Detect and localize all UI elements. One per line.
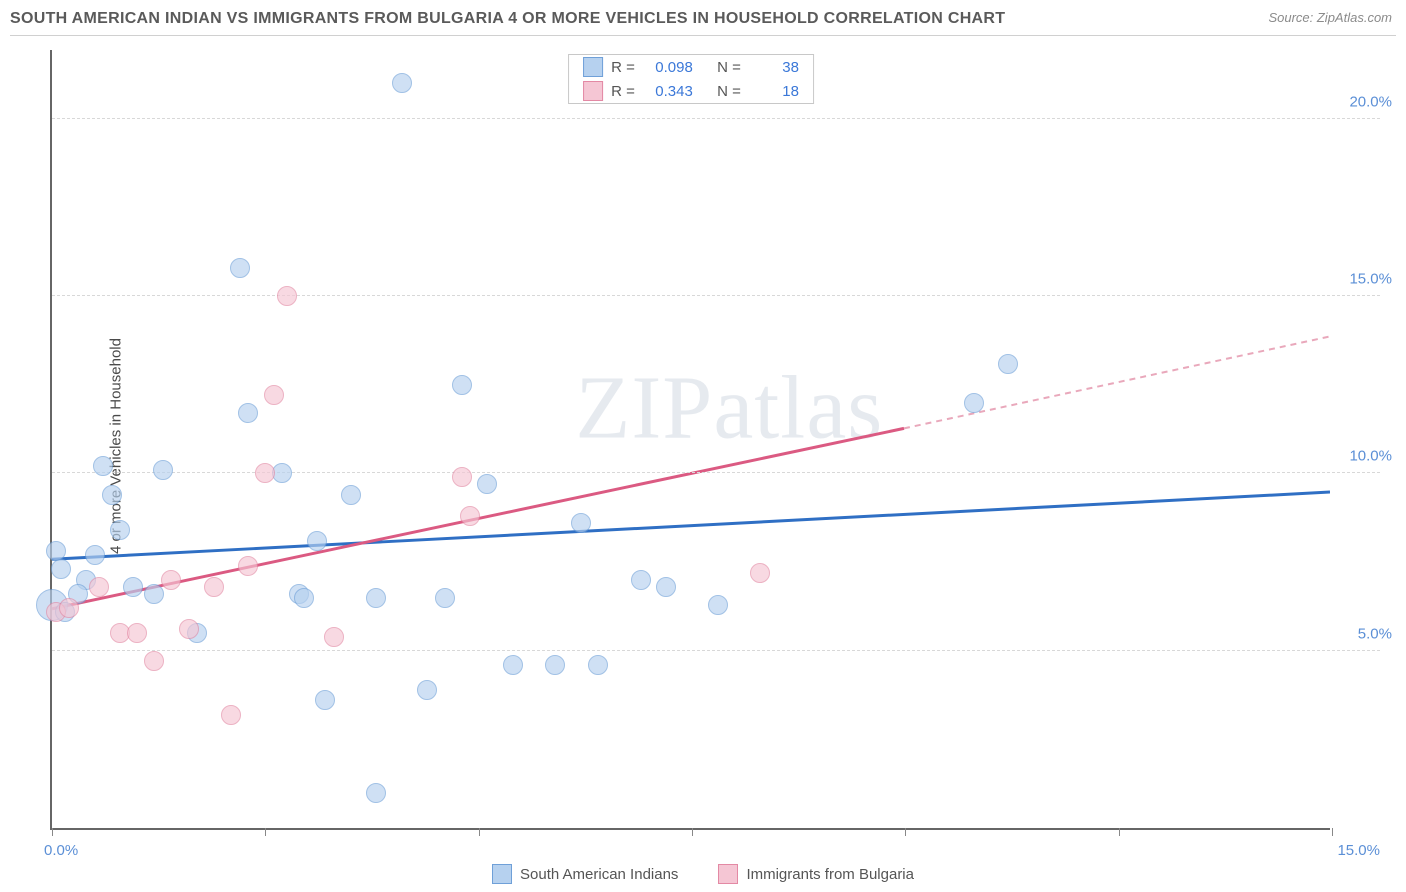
r-value-2: 0.343 <box>643 83 693 100</box>
legend-label-2: Immigrants from Bulgaria <box>746 866 914 883</box>
scatter-point-series-1 <box>272 463 292 483</box>
scatter-point-series-2 <box>452 467 472 487</box>
x-tick <box>905 828 906 836</box>
scatter-point-series-2 <box>750 563 770 583</box>
x-tick <box>52 828 53 836</box>
x-tick <box>1119 828 1120 836</box>
gridline <box>52 295 1380 296</box>
scatter-point-series-2 <box>255 463 275 483</box>
gridline <box>52 472 1380 473</box>
scatter-point-series-2 <box>277 286 297 306</box>
stats-row-series-2: R = 0.343 N = 18 <box>569 79 813 103</box>
r-value-1: 0.098 <box>643 59 693 76</box>
x-axis-min: 0.0% <box>44 842 78 859</box>
scatter-point-series-1 <box>964 393 984 413</box>
x-axis-labels: 0.0% 15.0% <box>52 842 1380 862</box>
scatter-point-series-1 <box>294 588 314 608</box>
scatter-point-series-1 <box>417 680 437 700</box>
scatter-point-series-1 <box>123 577 143 597</box>
stats-legend: R = 0.098 N = 38 R = 0.343 N = 18 <box>568 54 814 104</box>
scatter-point-series-1 <box>93 456 113 476</box>
x-tick <box>265 828 266 836</box>
scatter-point-series-1 <box>588 655 608 675</box>
legend-item-1: South American Indians <box>492 864 678 884</box>
scatter-point-series-1 <box>85 545 105 565</box>
scatter-point-series-1 <box>46 541 66 561</box>
scatter-point-series-1 <box>366 783 386 803</box>
legend-swatch-1 <box>492 864 512 884</box>
y-tick-label: 20.0% <box>1349 93 1392 110</box>
scatter-point-series-1 <box>708 595 728 615</box>
legend-label-1: South American Indians <box>520 866 678 883</box>
scatter-point-series-1 <box>477 474 497 494</box>
scatter-point-series-1 <box>452 375 472 395</box>
x-tick <box>692 828 693 836</box>
scatter-point-series-1 <box>51 559 71 579</box>
scatter-point-series-1 <box>392 73 412 93</box>
swatch-series-1 <box>583 57 603 77</box>
scatter-point-series-1 <box>503 655 523 675</box>
scatter-point-series-2 <box>89 577 109 597</box>
scatter-point-series-1 <box>571 513 591 533</box>
r-prefix: R = <box>611 59 635 76</box>
x-tick <box>1332 828 1333 836</box>
legend-swatch-2 <box>718 864 738 884</box>
scatter-point-series-2 <box>144 651 164 671</box>
y-tick-label: 10.0% <box>1349 448 1392 465</box>
scatter-point-series-2 <box>238 556 258 576</box>
swatch-series-2 <box>583 81 603 101</box>
title-bar: SOUTH AMERICAN INDIAN VS IMMIGRANTS FROM… <box>10 10 1396 36</box>
scatter-plot-area: ZIPatlas R = 0.098 N = 38 R = 0.343 N = … <box>50 50 1330 830</box>
bottom-legend: South American Indians Immigrants from B… <box>492 864 914 884</box>
scatter-point-series-1 <box>315 690 335 710</box>
scatter-point-series-2 <box>221 705 241 725</box>
scatter-point-series-2 <box>204 577 224 597</box>
scatter-point-series-1 <box>153 460 173 480</box>
x-axis-max: 15.0% <box>1337 842 1380 859</box>
scatter-point-series-1 <box>307 531 327 551</box>
gridline <box>52 650 1380 651</box>
scatter-point-series-1 <box>238 403 258 423</box>
scatter-point-series-2 <box>460 506 480 526</box>
gridline <box>52 118 1380 119</box>
chart-title: SOUTH AMERICAN INDIAN VS IMMIGRANTS FROM… <box>10 10 1005 27</box>
source-attribution: Source: ZipAtlas.com <box>1268 10 1392 25</box>
scatter-point-series-1 <box>656 577 676 597</box>
n-value-1: 38 <box>749 59 799 76</box>
stats-row-series-1: R = 0.098 N = 38 <box>569 55 813 79</box>
scatter-point-series-1 <box>230 258 250 278</box>
n-prefix: N = <box>717 59 741 76</box>
trend-lines <box>52 50 1330 828</box>
x-tick <box>479 828 480 836</box>
scatter-point-series-2 <box>127 623 147 643</box>
y-tick-label: 15.0% <box>1349 271 1392 288</box>
scatter-point-series-1 <box>110 520 130 540</box>
scatter-point-series-1 <box>102 485 122 505</box>
scatter-point-series-2 <box>324 627 344 647</box>
y-tick-label: 5.0% <box>1358 625 1392 642</box>
scatter-point-series-2 <box>264 385 284 405</box>
scatter-point-series-1 <box>366 588 386 608</box>
scatter-point-series-1 <box>341 485 361 505</box>
n-value-2: 18 <box>749 83 799 100</box>
n-prefix: N = <box>717 83 741 100</box>
scatter-point-series-1 <box>998 354 1018 374</box>
legend-item-2: Immigrants from Bulgaria <box>718 864 914 884</box>
scatter-point-series-1 <box>144 584 164 604</box>
scatter-point-series-1 <box>545 655 565 675</box>
scatter-point-series-2 <box>59 598 79 618</box>
scatter-point-series-2 <box>161 570 181 590</box>
watermark: ZIPatlas <box>575 356 883 459</box>
scatter-point-series-2 <box>179 619 199 639</box>
scatter-point-series-1 <box>435 588 455 608</box>
r-prefix: R = <box>611 83 635 100</box>
scatter-point-series-1 <box>631 570 651 590</box>
